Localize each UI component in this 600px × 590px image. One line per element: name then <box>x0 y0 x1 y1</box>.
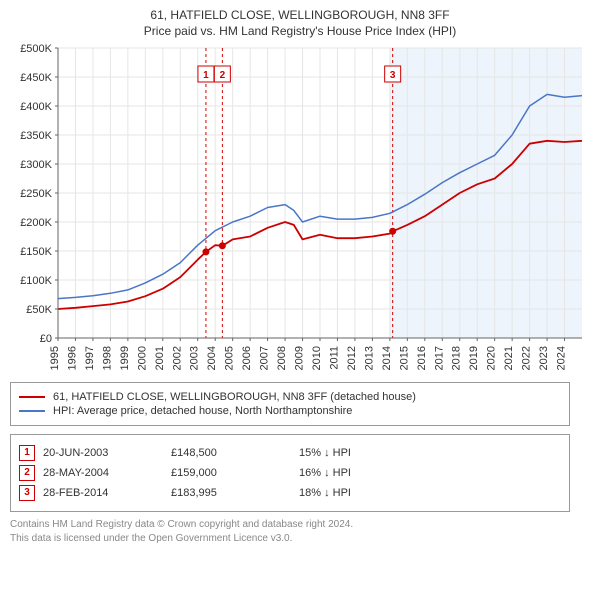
svg-text:2023: 2023 <box>538 346 550 370</box>
legend-line-icon <box>19 396 45 398</box>
svg-text:2024: 2024 <box>556 346 568 370</box>
sale-hpi: 18% ↓ HPI <box>299 487 419 499</box>
table-row: 1 20-JUN-2003 £148,500 15% ↓ HPI <box>19 445 561 461</box>
svg-text:£100K: £100K <box>20 275 52 287</box>
table-row: 2 28-MAY-2004 £159,000 16% ↓ HPI <box>19 465 561 481</box>
svg-text:£500K: £500K <box>20 44 52 55</box>
svg-text:2005: 2005 <box>224 346 236 370</box>
svg-text:2010: 2010 <box>311 346 323 370</box>
legend: 61, HATFIELD CLOSE, WELLINGBOROUGH, NN8 … <box>10 382 570 426</box>
table-row: 3 28-FEB-2014 £183,995 18% ↓ HPI <box>19 485 561 501</box>
legend-row-hpi: HPI: Average price, detached house, Nort… <box>19 405 561 417</box>
svg-text:2016: 2016 <box>416 346 428 370</box>
legend-row-property: 61, HATFIELD CLOSE, WELLINGBOROUGH, NN8 … <box>19 391 561 403</box>
svg-text:1997: 1997 <box>84 346 96 370</box>
svg-text:2019: 2019 <box>468 346 480 370</box>
titles: 61, HATFIELD CLOSE, WELLINGBOROUGH, NN8 … <box>10 8 590 38</box>
svg-text:2018: 2018 <box>451 346 463 370</box>
svg-text:1996: 1996 <box>66 346 78 370</box>
sale-price: £183,995 <box>171 487 291 499</box>
sale-date: 28-MAY-2004 <box>43 467 163 479</box>
legend-label-hpi: HPI: Average price, detached house, Nort… <box>53 405 352 417</box>
sale-marker-icon: 3 <box>19 485 35 501</box>
svg-text:£50K: £50K <box>26 304 52 316</box>
title-main: 61, HATFIELD CLOSE, WELLINGBOROUGH, NN8 … <box>10 8 590 22</box>
svg-text:2017: 2017 <box>433 346 445 370</box>
svg-text:2020: 2020 <box>486 346 498 370</box>
svg-text:2000: 2000 <box>136 346 148 370</box>
sale-date: 28-FEB-2014 <box>43 487 163 499</box>
sale-hpi: 15% ↓ HPI <box>299 447 419 459</box>
svg-text:2022: 2022 <box>521 346 533 370</box>
svg-text:2011: 2011 <box>328 346 340 370</box>
svg-text:3: 3 <box>390 70 396 81</box>
svg-text:2007: 2007 <box>259 346 271 370</box>
sale-price: £148,500 <box>171 447 291 459</box>
svg-text:£350K: £350K <box>20 130 52 142</box>
sale-hpi: 16% ↓ HPI <box>299 467 419 479</box>
svg-text:£200K: £200K <box>20 217 52 229</box>
svg-text:£400K: £400K <box>20 101 52 113</box>
sale-date: 20-JUN-2003 <box>43 447 163 459</box>
svg-text:2006: 2006 <box>241 346 253 370</box>
svg-text:1995: 1995 <box>49 346 61 370</box>
svg-text:£450K: £450K <box>20 72 52 84</box>
svg-text:2014: 2014 <box>381 346 393 370</box>
svg-text:£300K: £300K <box>20 159 52 171</box>
svg-text:2: 2 <box>220 70 226 81</box>
svg-text:2015: 2015 <box>398 346 410 370</box>
svg-text:2004: 2004 <box>206 346 218 370</box>
svg-text:2012: 2012 <box>346 346 358 370</box>
legend-line-icon <box>19 410 45 412</box>
svg-text:2009: 2009 <box>294 346 306 370</box>
svg-text:£250K: £250K <box>20 188 52 200</box>
license-line: Contains HM Land Registry data © Crown c… <box>10 518 590 532</box>
chart-svg: 12 3 £0 £50K £100K £150K £200K £250K £300K £350K £… <box>10 44 590 374</box>
title-sub: Price paid vs. HM Land Registry's House … <box>10 24 590 38</box>
svg-text:2008: 2008 <box>276 346 288 370</box>
legend-label-property: 61, HATFIELD CLOSE, WELLINGBOROUGH, NN8 … <box>53 391 416 403</box>
svg-text:£0: £0 <box>40 333 52 345</box>
chart-container: 61, HATFIELD CLOSE, WELLINGBOROUGH, NN8 … <box>0 0 600 590</box>
sale-marker-icon: 1 <box>19 445 35 461</box>
svg-text:£150K: £150K <box>20 246 52 258</box>
license-text: Contains HM Land Registry data © Crown c… <box>10 518 590 545</box>
svg-text:2002: 2002 <box>171 346 183 370</box>
sale-price: £159,000 <box>171 467 291 479</box>
license-line: This data is licensed under the Open Gov… <box>10 532 590 546</box>
sales-table: 1 20-JUN-2003 £148,500 15% ↓ HPI 2 28-MA… <box>10 434 570 512</box>
svg-text:2021: 2021 <box>503 346 515 370</box>
svg-text:1: 1 <box>203 70 209 81</box>
svg-text:2013: 2013 <box>363 346 375 370</box>
sale-marker-icon: 2 <box>19 465 35 481</box>
svg-text:2003: 2003 <box>189 346 201 370</box>
svg-text:1998: 1998 <box>101 346 113 370</box>
svg-text:1999: 1999 <box>119 346 131 370</box>
chart: 12 3 £0 £50K £100K £150K £200K £250K £300K £350K £… <box>10 44 590 374</box>
svg-text:2001: 2001 <box>154 346 166 370</box>
